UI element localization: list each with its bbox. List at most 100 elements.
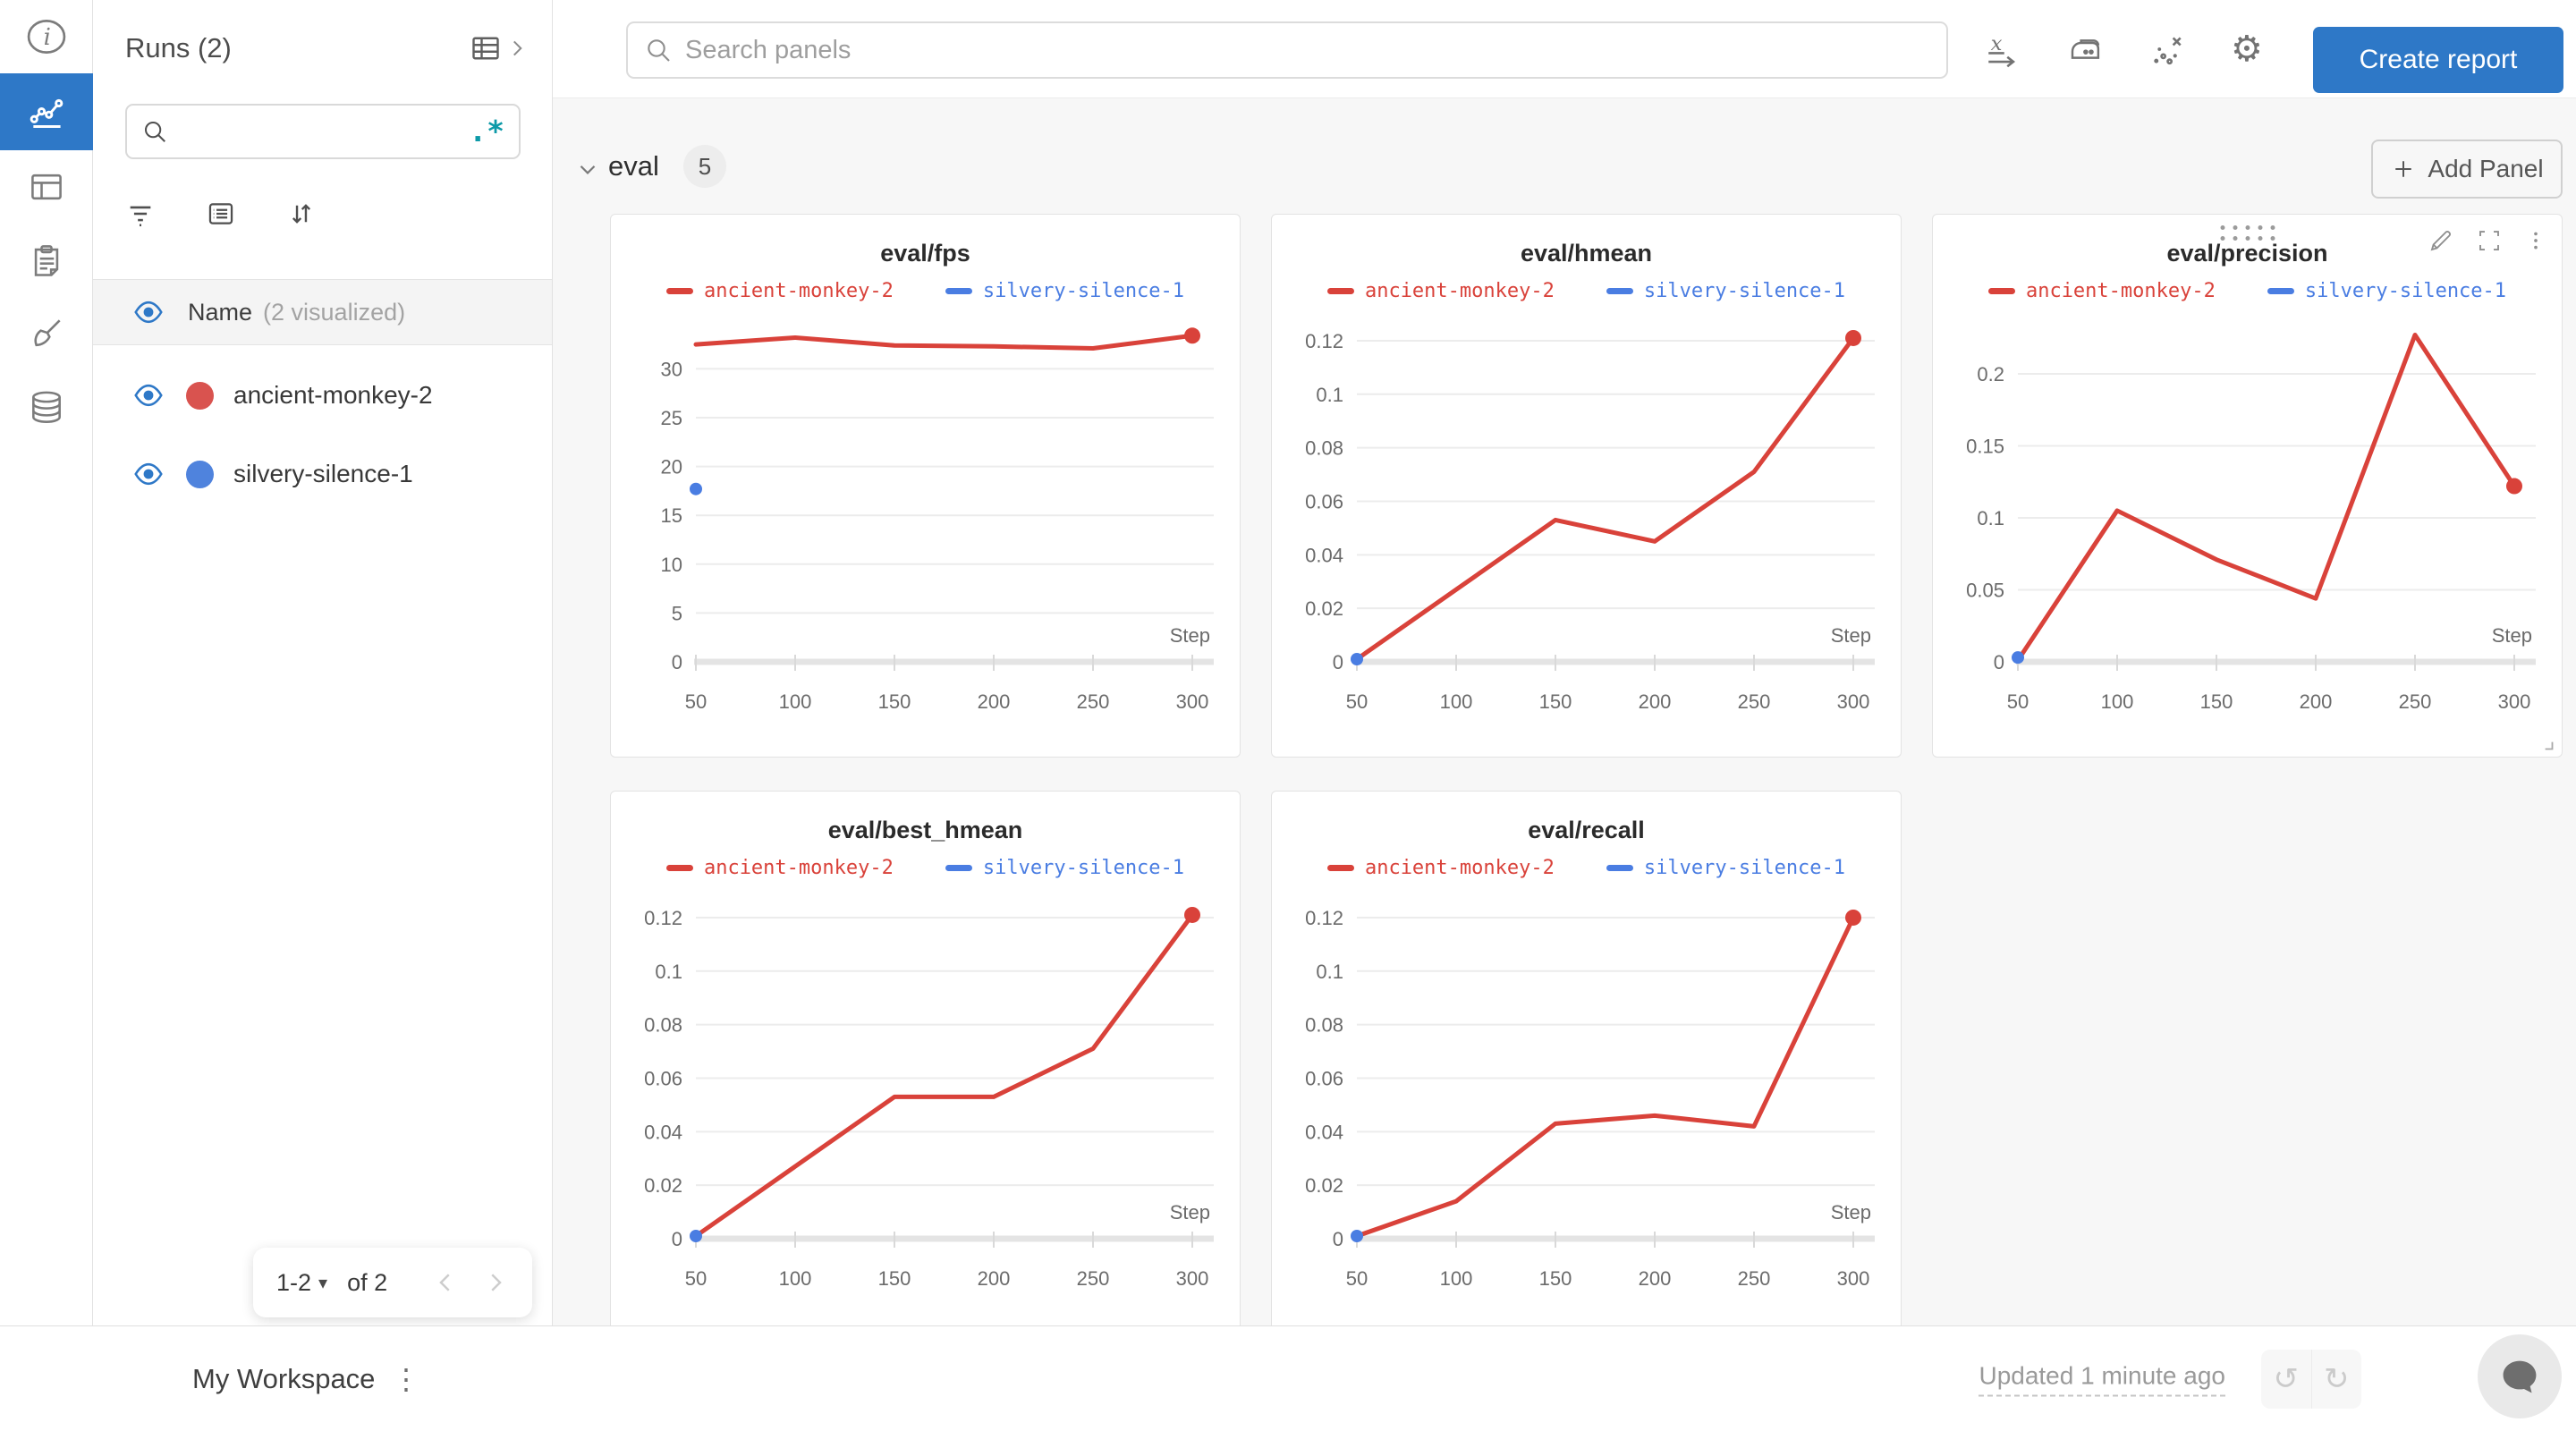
- history-controls: ↺ ↻: [2261, 1350, 2361, 1409]
- redo-icon[interactable]: ↻: [2310, 1350, 2362, 1409]
- undo-icon[interactable]: ↺: [2273, 1361, 2300, 1397]
- line-chart-icon: [27, 92, 66, 131]
- run-search-input[interactable]: [179, 117, 470, 146]
- nav-item-artifacts[interactable]: [0, 370, 93, 444]
- panel-search-input[interactable]: [685, 35, 1930, 65]
- create-report-button[interactable]: Create report: [2313, 27, 2563, 93]
- svg-text:20: 20: [661, 456, 682, 478]
- svg-text:0.04: 0.04: [1305, 544, 1343, 566]
- run-search-box: .*: [125, 104, 521, 159]
- chart-panel-hmean: eval/hmean ancient-monkey-2 silvery-sile…: [1271, 214, 1902, 758]
- svg-text:Step: Step: [2492, 624, 2532, 647]
- legend-label: silvery-silence-1: [2304, 280, 2507, 302]
- svg-text:0.02: 0.02: [1305, 1174, 1343, 1197]
- legend-item[interactable]: ancient-monkey-2: [1987, 280, 2216, 302]
- chart-panel-fps: eval/fps ancient-monkey-2 silvery-silenc…: [610, 214, 1241, 758]
- legend-label: ancient-monkey-2: [703, 280, 894, 302]
- legend-item[interactable]: ancient-monkey-2: [665, 857, 894, 879]
- nav-item-logs[interactable]: [0, 224, 93, 297]
- regex-toggle[interactable]: .*: [469, 114, 504, 148]
- chevron-down-icon[interactable]: [574, 156, 601, 182]
- line-chart[interactable]: 0 5 10 15 20 25 30 50 100 150 200 250 300 Step: [611, 304, 1241, 742]
- edit-pencil-icon[interactable]: [2428, 227, 2454, 254]
- outlier-scatter-icon[interactable]: [2148, 30, 2186, 68]
- list-icon[interactable]: [206, 199, 236, 229]
- run-name[interactable]: ancient-monkey-2: [233, 381, 433, 409]
- nav-item-charts[interactable]: [0, 73, 93, 150]
- filter-icon[interactable]: [125, 199, 156, 229]
- runs-table-icon[interactable]: [470, 32, 502, 64]
- legend-item[interactable]: ancient-monkey-2: [1326, 280, 1555, 302]
- section-title[interactable]: eval: [608, 150, 659, 182]
- legend-item[interactable]: silvery-silence-1: [945, 280, 1184, 302]
- svg-text:0.06: 0.06: [1305, 490, 1343, 512]
- legend-item[interactable]: ancient-monkey-2: [665, 280, 894, 302]
- eye-icon[interactable]: [132, 379, 165, 411]
- run-row[interactable]: ancient-monkey-2: [93, 356, 552, 435]
- svg-text:30: 30: [661, 358, 682, 380]
- legend-label: ancient-monkey-2: [1364, 857, 1555, 879]
- chart-legend: ancient-monkey-2 silvery-silence-1: [1272, 280, 1901, 302]
- nav-item-table[interactable]: [0, 150, 93, 224]
- run-color-dot: [186, 381, 214, 410]
- prev-page-icon[interactable]: [432, 1269, 459, 1296]
- x-axis-icon[interactable]: x: [1984, 30, 2021, 68]
- line-chart[interactable]: 0 0.02 0.04 0.06 0.08 0.1 0.12 50 100 150 200 250 30…: [1272, 304, 1902, 742]
- runs-name-header[interactable]: Name (2 visualized): [93, 279, 552, 345]
- run-name[interactable]: silvery-silence-1: [233, 460, 413, 487]
- legend-item[interactable]: ancient-monkey-2: [1326, 857, 1555, 879]
- resize-handle-icon[interactable]: [2540, 737, 2556, 753]
- line-chart[interactable]: 0 0.02 0.04 0.06 0.08 0.1 0.12 50 100 150 200 250 30…: [1272, 881, 1902, 1319]
- next-page-icon[interactable]: [482, 1269, 509, 1296]
- svg-text:0.04: 0.04: [644, 1121, 682, 1143]
- svg-text:50: 50: [2007, 690, 2029, 713]
- svg-text:200: 200: [978, 690, 1011, 713]
- svg-text:150: 150: [1539, 1267, 1572, 1290]
- legend-label: silvery-silence-1: [982, 857, 1185, 879]
- legend-item[interactable]: silvery-silence-1: [945, 857, 1184, 879]
- kebab-menu-icon[interactable]: [2524, 229, 2547, 252]
- svg-text:0.12: 0.12: [644, 907, 682, 929]
- chat-fab-button[interactable]: [2478, 1334, 2562, 1418]
- svg-text:100: 100: [1440, 690, 1473, 713]
- eye-icon[interactable]: [132, 296, 165, 328]
- add-panel-button[interactable]: Add Panel: [2371, 140, 2563, 199]
- svg-text:300: 300: [1837, 690, 1870, 713]
- svg-text:0.1: 0.1: [1977, 507, 2004, 529]
- search-icon: [141, 118, 168, 145]
- legend-item[interactable]: silvery-silence-1: [1606, 857, 1845, 879]
- chevron-right-icon[interactable]: [505, 37, 529, 60]
- smoothing-iron-icon[interactable]: [2066, 30, 2104, 68]
- clipboard-icon: [27, 241, 66, 280]
- section-panel-count: 5: [683, 145, 726, 188]
- drag-handle-icon[interactable]: [2220, 225, 2275, 241]
- sort-icon[interactable]: [286, 199, 317, 229]
- workspace-name[interactable]: My Workspace: [192, 1362, 376, 1394]
- nav-item-overview[interactable]: i: [0, 0, 93, 73]
- svg-text:0.06: 0.06: [644, 1067, 682, 1089]
- nav-item-sweeps[interactable]: [0, 297, 93, 370]
- line-chart[interactable]: 0 0.05 0.1 0.15 0.2 50 100 150 200 250 300 Step: [1933, 304, 2563, 742]
- legend-item[interactable]: silvery-silence-1: [1606, 280, 1845, 302]
- workspace-kebab-icon[interactable]: ⋮: [392, 1362, 420, 1395]
- settings-gear-icon[interactable]: ⚙: [2231, 29, 2263, 70]
- legend-dash: [2267, 288, 2294, 294]
- legend-item[interactable]: silvery-silence-1: [2267, 280, 2506, 302]
- svg-text:150: 150: [1539, 690, 1572, 713]
- svg-text:300: 300: [1837, 1267, 1870, 1290]
- fullscreen-icon[interactable]: [2476, 227, 2503, 254]
- chevron-down-icon[interactable]: ▾: [318, 1273, 328, 1293]
- page-range[interactable]: 1-2: [276, 1268, 312, 1296]
- chart-title: eval/best_hmean: [827, 817, 1023, 843]
- svg-text:250: 250: [2399, 690, 2432, 713]
- eye-icon[interactable]: [132, 458, 165, 490]
- line-chart[interactable]: 0 0.02 0.04 0.06 0.08 0.1 0.12 50 100 150 200 250 30…: [611, 881, 1241, 1319]
- svg-text:0: 0: [672, 651, 682, 673]
- svg-text:Step: Step: [1170, 624, 1210, 647]
- svg-text:0.1: 0.1: [1316, 384, 1343, 406]
- run-row[interactable]: silvery-silence-1: [93, 435, 552, 513]
- chart-panel-precision: eval/precision ancient-monkey-2 silvery-…: [1932, 214, 2563, 758]
- svg-text:50: 50: [685, 690, 707, 713]
- svg-text:150: 150: [878, 1267, 911, 1290]
- chart-title: eval/fps: [880, 240, 970, 267]
